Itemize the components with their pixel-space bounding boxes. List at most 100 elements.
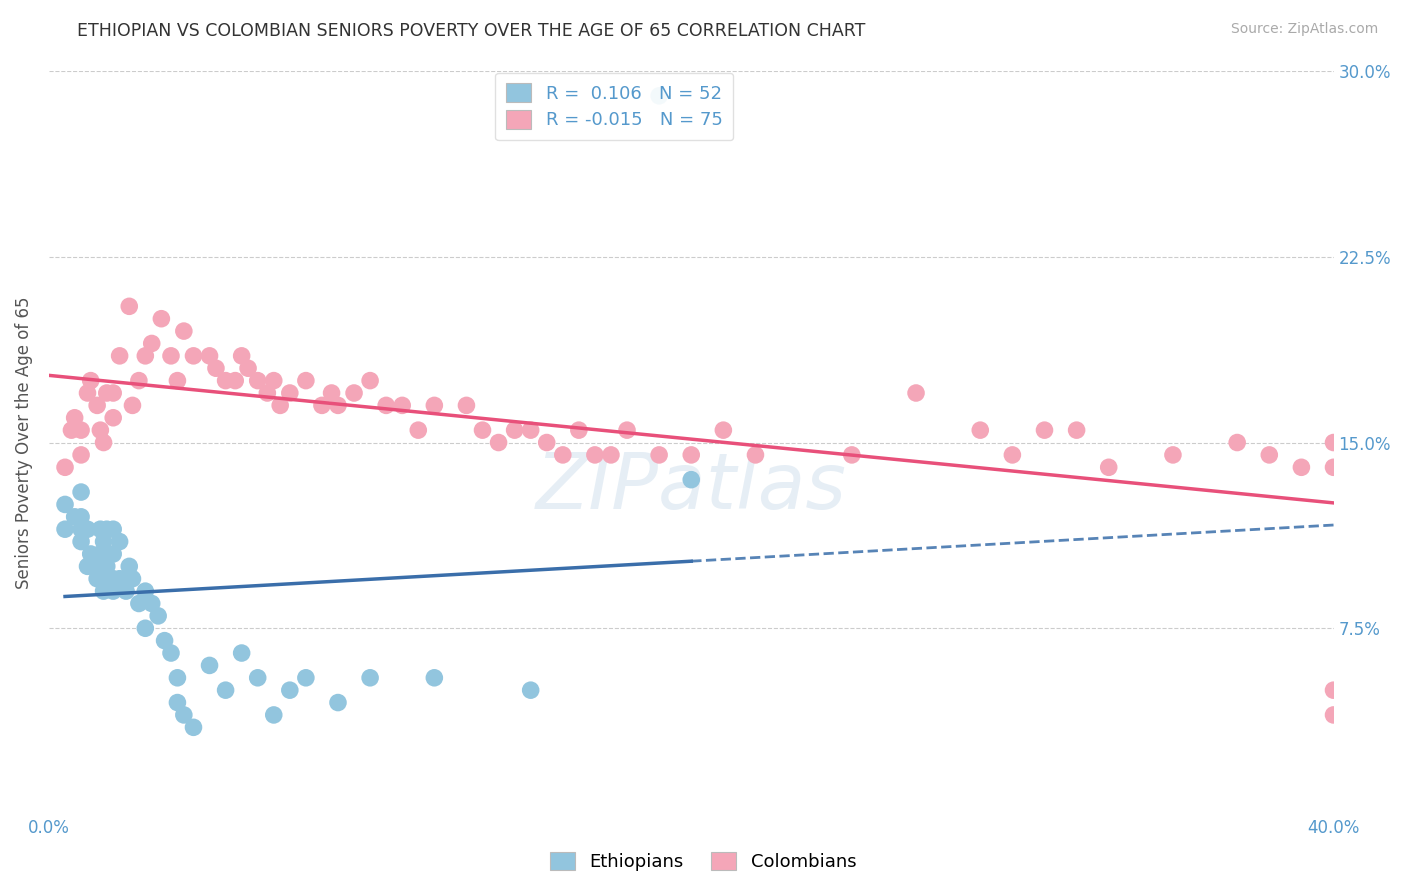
Legend: R =  0.106   N = 52, R = -0.015   N = 75: R = 0.106 N = 52, R = -0.015 N = 75 [495,72,734,140]
Point [80,374,103,388]
Point [616,423,638,437]
Point [173,324,195,338]
Point [70,423,93,437]
Point [456,398,478,412]
Point [89,547,111,561]
Point [183,720,205,734]
Point [1001,448,1024,462]
Point [63,509,86,524]
Point [53,522,76,536]
Point [519,683,541,698]
Point [488,435,510,450]
Point [519,423,541,437]
Point [103,386,125,401]
Point [166,671,188,685]
Point [295,671,318,685]
Point [134,349,156,363]
Point [118,559,141,574]
Point [153,633,176,648]
Point [1322,708,1344,723]
Point [1226,435,1249,450]
Point [503,423,526,437]
Point [166,696,188,710]
Point [326,696,349,710]
Point [423,398,446,412]
Point [359,671,381,685]
Y-axis label: Seniors Poverty Over the Age of 65: Seniors Poverty Over the Age of 65 [15,296,32,589]
Point [70,522,93,536]
Text: ZIPatlas: ZIPatlas [536,449,846,525]
Point [1033,423,1056,437]
Point [121,398,143,412]
Point [108,349,131,363]
Point [103,584,125,599]
Point [1322,683,1344,698]
Point [375,398,398,412]
Point [134,584,156,599]
Point [269,398,291,412]
Point [141,336,163,351]
Point [160,646,183,660]
Legend: Ethiopians, Colombians: Ethiopians, Colombians [543,845,863,879]
Point [93,534,115,549]
Point [536,435,558,450]
Point [63,410,86,425]
Point [166,374,188,388]
Point [198,658,221,673]
Point [108,534,131,549]
Point [406,423,429,437]
Point [311,398,333,412]
Point [326,398,349,412]
Point [841,448,863,462]
Point [246,671,269,685]
Point [146,608,169,623]
Point [70,509,93,524]
Point [711,423,734,437]
Point [648,448,671,462]
Point [86,398,108,412]
Point [103,547,125,561]
Point [60,423,83,437]
Point [600,448,623,462]
Point [53,498,76,512]
Point [278,386,301,401]
Point [551,448,574,462]
Point [744,448,766,462]
Point [568,423,591,437]
Point [969,423,991,437]
Point [96,572,118,586]
Point [96,386,118,401]
Point [86,572,108,586]
Point [1161,448,1184,462]
Point [1098,460,1121,475]
Point [214,374,236,388]
Point [89,522,111,536]
Point [89,423,111,437]
Point [648,88,671,103]
Point [1258,448,1281,462]
Point [76,559,98,574]
Point [224,374,246,388]
Point [256,386,278,401]
Point [1322,460,1344,475]
Point [134,621,156,635]
Point [76,522,98,536]
Point [70,448,93,462]
Point [141,597,163,611]
Point [86,559,108,574]
Point [423,671,446,685]
Point [1322,435,1344,450]
Point [128,597,150,611]
Point [391,398,413,412]
Point [205,361,228,376]
Point [236,361,259,376]
Point [321,386,343,401]
Point [96,559,118,574]
Point [173,708,195,723]
Point [1291,460,1313,475]
Point [278,683,301,698]
Point [103,410,125,425]
Point [198,349,221,363]
Point [214,683,236,698]
Point [295,374,318,388]
